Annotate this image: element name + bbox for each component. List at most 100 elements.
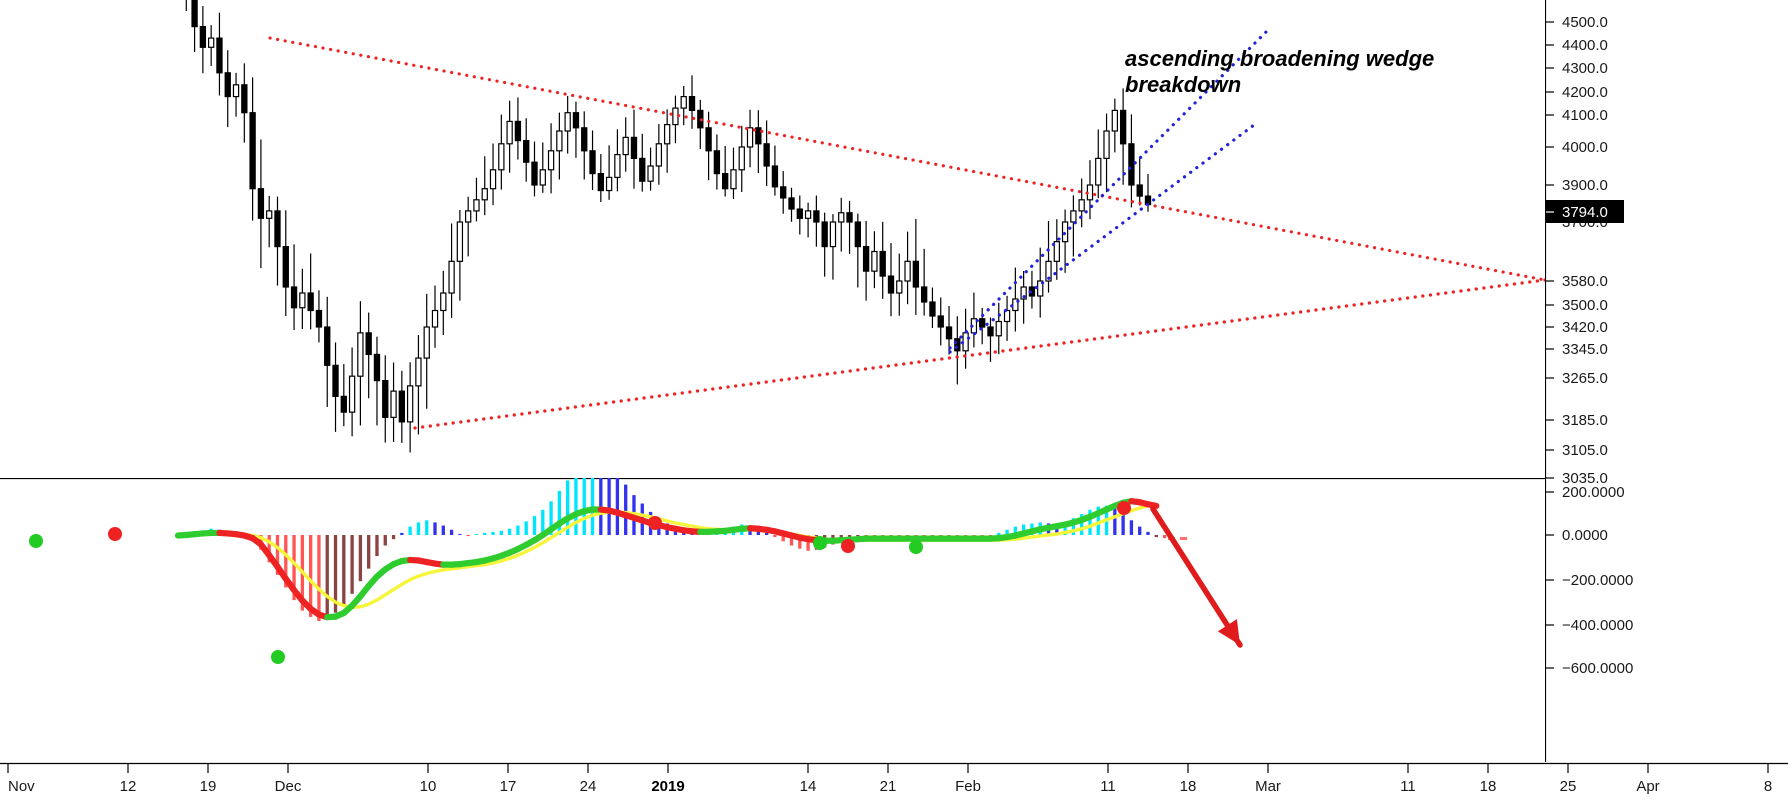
candle-body-up [390, 390, 397, 418]
candle-body-up [829, 221, 837, 248]
candlestick [324, 296, 331, 407]
candle-body-down [332, 364, 339, 397]
candle-body-up [564, 112, 571, 132]
histogram-bar-negative [789, 535, 794, 546]
histogram-bar-positive [1071, 518, 1076, 535]
histogram-bar-negative [781, 535, 785, 542]
histogram-bar-positive [541, 509, 545, 535]
price-tick-label: 3265.0 [1562, 370, 1608, 387]
candle-body-up [804, 210, 812, 219]
candle-body-up [1095, 157, 1102, 186]
candle-body-up [406, 385, 414, 423]
candlestick [523, 118, 530, 182]
candle-body-up [547, 150, 555, 171]
bearish-crossover-dot [108, 527, 122, 541]
histogram-bar-positive [524, 521, 528, 535]
candle-body-up [232, 84, 240, 98]
histogram-bar-negative [267, 535, 271, 563]
candle-body-down [290, 286, 298, 309]
histogram-bar-positive [1080, 514, 1084, 535]
histogram-bar-positive [1129, 520, 1134, 535]
candlestick [365, 312, 372, 399]
macd-indicator-panel[interactable] [0, 478, 1545, 762]
candlestick [788, 187, 795, 222]
macd-svg [0, 478, 1545, 664]
candlestick [489, 143, 497, 206]
histogram-bar-negative [275, 535, 280, 575]
candlestick [241, 63, 248, 143]
bearish-crossover-dot [841, 539, 855, 553]
wedge-lower [948, 120, 1260, 354]
price-tick-label: 4400.0 [1562, 37, 1608, 54]
histogram-bar-negative [1180, 537, 1187, 540]
candle-body-down [249, 112, 256, 190]
price-tick-label: 3345.0 [1562, 341, 1608, 358]
candlestick [282, 210, 289, 317]
histogram-bar-negative [939, 535, 943, 537]
candlestick [498, 114, 505, 190]
candle-body-down [755, 127, 762, 145]
histogram-bar-positive [507, 528, 512, 535]
price-axis[interactable]: 4500.0 4400.0 4300.0 4200.0 4100.0 4000.0 3900… [1545, 0, 1788, 762]
candlestick [954, 316, 961, 385]
date-tick-label: Dec [275, 778, 302, 795]
date-tick-label: Apr [1636, 778, 1659, 795]
candle-body-down [846, 212, 853, 223]
histogram-bar-negative [856, 535, 860, 537]
candlestick [382, 355, 389, 443]
candlestick [290, 244, 298, 330]
candle-body-up [348, 375, 356, 413]
candle-body-down [1119, 109, 1127, 145]
candlestick [838, 197, 845, 252]
candle-body-up [465, 210, 472, 223]
candle-body-up [539, 169, 546, 186]
candlestick [663, 109, 671, 173]
candlestick [854, 213, 861, 288]
histogram-bar-negative [342, 535, 346, 605]
candle-body-up [904, 260, 911, 282]
candlestick [630, 109, 638, 189]
candlestick [813, 195, 820, 247]
candle-body-down [771, 165, 779, 188]
date-tick-label: 11 [1400, 778, 1416, 795]
candle-body-up [995, 320, 1002, 337]
candle-body-up [556, 130, 563, 152]
histogram-bar-positive [483, 532, 487, 535]
candlestick [887, 243, 895, 317]
date-tick-label: 11 [1100, 778, 1116, 795]
macd-tick-group: 200.0000 0.0000 −200.0000 −400.0000 −600.000… [1546, 484, 1633, 677]
candlestick [274, 196, 281, 286]
current-price-badge: 3794.0 [1546, 200, 1624, 223]
histogram-bar-positive [416, 522, 421, 535]
candle-body-down [713, 150, 721, 175]
time-axis[interactable]: Nov 12 19 Dec 10 17 24 2019 14 21 Feb 11 18 Mar 11 18 25… [0, 762, 1788, 803]
candle-body-up [473, 199, 480, 212]
histogram-bar-positive [1121, 514, 1125, 535]
candlestick [266, 195, 273, 248]
histogram-bar-negative [806, 535, 810, 551]
candle-body-down [531, 161, 538, 186]
candlestick [207, 25, 215, 66]
candlestick [1111, 98, 1119, 153]
triangle-lower [413, 278, 1545, 430]
candle-body-down [315, 309, 323, 328]
candle-body-down [954, 338, 961, 352]
candle-body-up [738, 146, 745, 171]
price-chart-panel[interactable]: ascending broadening wedge breakdown [0, 0, 1545, 478]
candlestick [945, 305, 953, 355]
candlestick [185, 0, 187, 11]
histogram-bar-positive [499, 530, 503, 535]
histogram-bar-positive [491, 531, 495, 535]
histogram-bar-positive [1013, 526, 1018, 535]
candlestick [581, 111, 588, 180]
date-tick-label: 2019 [651, 778, 684, 795]
candle-body-down [597, 173, 604, 192]
candlestick [348, 347, 356, 437]
histogram-bar-positive [400, 532, 404, 535]
candlestick [796, 195, 803, 235]
candle-body-up [1053, 241, 1060, 262]
candlestick [680, 85, 687, 126]
histogram-bar-positive [433, 522, 437, 535]
candle-body-up [423, 326, 430, 359]
